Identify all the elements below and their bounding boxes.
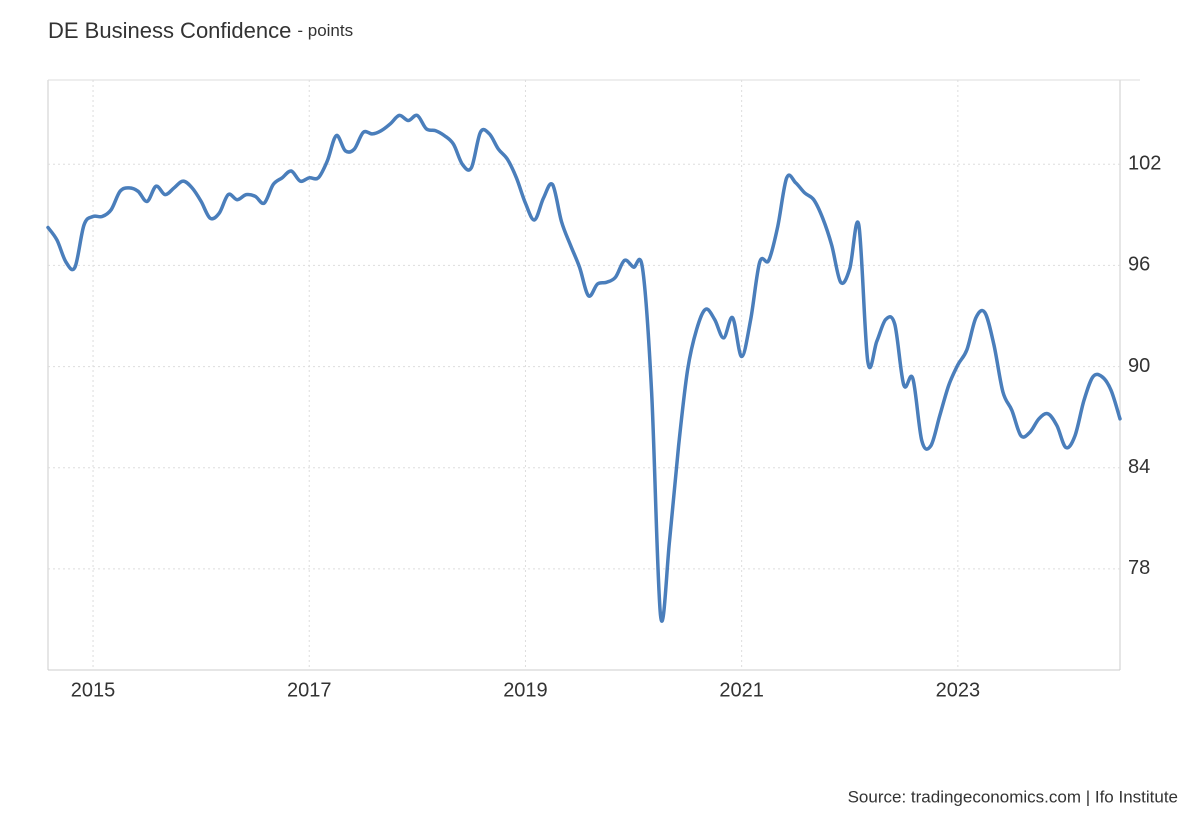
- x-tick-label: 2023: [936, 679, 981, 701]
- subtitle: - points: [297, 21, 353, 40]
- x-tick-label: 2017: [287, 679, 332, 701]
- x-tick-label: 2015: [71, 679, 116, 701]
- y-tick-label: 90: [1128, 355, 1150, 377]
- x-tick-label: 2019: [503, 679, 548, 701]
- source: Source: tradingeconomics.com | Ifo Insti…: [848, 787, 1178, 806]
- x-tick-label: 2021: [719, 679, 764, 701]
- y-tick-label: 96: [1128, 254, 1150, 276]
- y-tick-label: 78: [1128, 557, 1150, 579]
- chart-title: DE Business Confidence - points: [48, 18, 353, 43]
- y-tick-label: 102: [1128, 153, 1161, 175]
- data-line: [46, 113, 1122, 623]
- title: DE Business Confidence: [48, 18, 291, 43]
- y-tick-label: 84: [1128, 456, 1150, 478]
